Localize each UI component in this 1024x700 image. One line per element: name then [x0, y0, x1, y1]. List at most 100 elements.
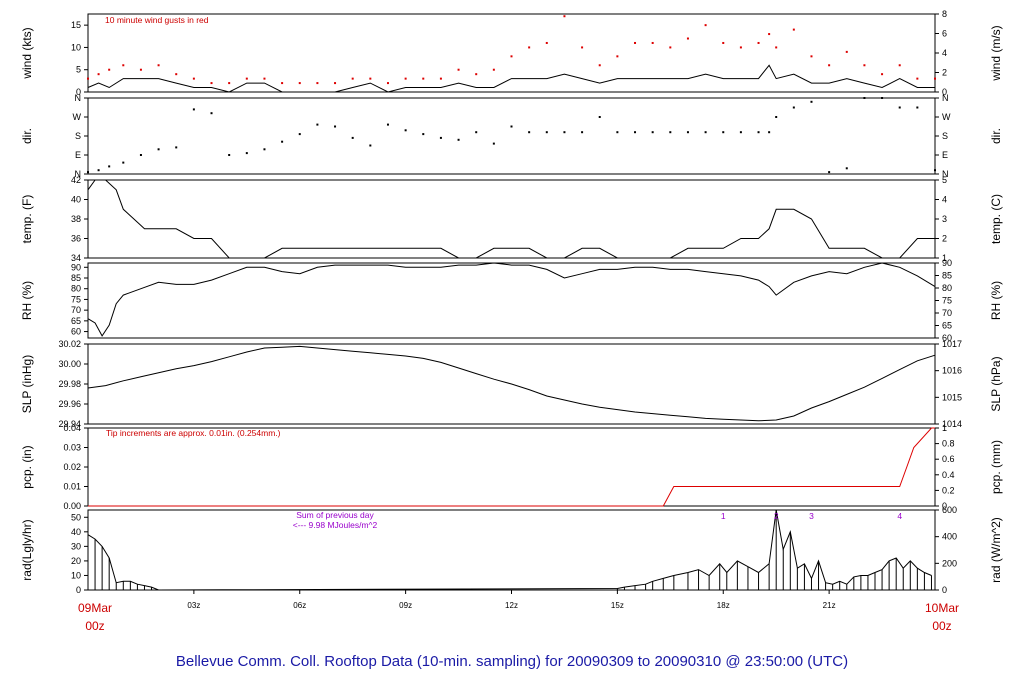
wind-direction-point — [108, 165, 111, 168]
wind-direction-point — [722, 131, 725, 134]
wind-direction-point — [475, 131, 478, 134]
y2-tick-label: 1 — [942, 423, 947, 433]
y2-axis-label: dir. — [989, 128, 1003, 144]
wind-gust-point — [457, 68, 460, 71]
wind-direction-point — [686, 131, 689, 134]
y-tick-label: 60 — [71, 327, 81, 337]
wind-gust-point — [563, 15, 566, 18]
y2-tick-label: 600 — [942, 505, 957, 515]
wind-direction-point — [334, 125, 337, 128]
x-tick-label: 18z — [717, 601, 730, 610]
series-line — [87, 262, 936, 337]
wind-gust-point — [298, 82, 301, 85]
radiation-marker: 2 — [774, 511, 779, 521]
panel-frame — [87, 427, 936, 507]
y2-tick-label: N — [942, 93, 949, 103]
y2-tick-label: 8 — [942, 9, 947, 19]
panel-frame — [87, 509, 936, 591]
y2-axis-label: wind (m/s) — [989, 25, 1003, 81]
wind-gust-point — [916, 77, 919, 80]
panel-frame — [87, 262, 936, 339]
x-tick-label: 15z — [611, 601, 624, 610]
y-tick-label: E — [75, 150, 81, 160]
y2-tick-label: 2 — [942, 234, 947, 244]
x-tick-label: 12z — [505, 601, 518, 610]
y2-tick-label: 2 — [942, 68, 947, 78]
wind-gust-point — [810, 55, 813, 58]
y-tick-label: 0.04 — [63, 423, 81, 433]
wind-gust-note: 10 minute wind gusts in red — [105, 15, 209, 25]
wind-gust-point — [87, 77, 89, 80]
y2-tick-label: E — [942, 150, 948, 160]
wind-direction-point — [528, 131, 531, 134]
wind-direction-point — [934, 169, 936, 172]
wind-gust-point — [757, 41, 760, 44]
wind-gust-point — [792, 28, 795, 31]
wind-direction-point — [404, 129, 407, 132]
wind-direction-point — [845, 167, 848, 170]
y-tick-label: N — [75, 93, 82, 103]
y-tick-label: 30.02 — [58, 339, 81, 349]
wind-gust-point — [845, 50, 848, 53]
y2-tick-label: 1014 — [942, 419, 962, 429]
wind-direction-point — [245, 152, 248, 155]
wind-direction-point — [351, 136, 354, 139]
x-tick-label: 06z — [293, 601, 306, 610]
wind-gust-point — [581, 46, 584, 49]
wind-gust-point — [316, 82, 319, 85]
wind-gust-point — [122, 64, 125, 67]
wind-direction-point — [298, 133, 301, 136]
wind-direction-point — [316, 123, 319, 126]
wind-direction-point — [775, 116, 778, 118]
y2-tick-label: 1016 — [942, 366, 962, 376]
wind-direction-point — [157, 148, 160, 151]
wind-gust-point — [863, 64, 866, 67]
y2-tick-label: 0.4 — [942, 470, 955, 480]
wind-direction-point — [634, 131, 637, 134]
panel-frame — [87, 97, 936, 175]
wind-gust-point — [598, 64, 601, 67]
wind-gust-point — [139, 68, 142, 71]
y2-tick-label: 0.8 — [942, 439, 955, 449]
wind-direction-point — [898, 106, 901, 109]
y-tick-label: 42 — [71, 175, 81, 185]
wind-gust-point — [281, 82, 284, 85]
wind-gust-point — [228, 82, 231, 85]
y2-tick-label: W — [942, 112, 951, 122]
wind-direction-point — [139, 154, 142, 156]
wind-direction-point — [510, 125, 513, 128]
y-tick-label: 29.98 — [58, 379, 81, 389]
y-tick-label: 40 — [71, 195, 81, 205]
y-tick-label: 40 — [71, 527, 81, 537]
y-tick-label: W — [73, 112, 82, 122]
wind-gust-point — [775, 46, 778, 49]
radiation-line — [87, 509, 932, 591]
y2-axis-label: pcp. (mm) — [989, 440, 1003, 494]
panel-6: rad(Lgly/hr) rad (W/m^2) 0 10 20 30 40 50 0 200 40… — [20, 505, 1003, 595]
x-end-time: 00z — [932, 619, 951, 633]
y2-tick-label: 70 — [942, 308, 952, 318]
x-axis: 03z 06z 09z 12z 15z 18z 21z 09Mar 00z 10Mar 00z — [78, 590, 959, 633]
y-tick-label: 0.01 — [63, 482, 81, 492]
wind-direction-point — [439, 136, 442, 139]
series-line — [87, 345, 936, 422]
y-axis-label: temp. (F) — [20, 195, 34, 244]
wind-direction-point — [651, 131, 654, 134]
y-axis-label: wind (kts) — [20, 27, 34, 79]
y2-tick-label: 60 — [942, 333, 952, 343]
wind-direction-point — [863, 97, 866, 99]
y2-tick-label: 6 — [942, 29, 947, 39]
wind-direction-point — [492, 142, 495, 145]
wind-gust-point — [475, 73, 478, 76]
wind-gust-point — [439, 77, 442, 80]
wind-gust-point — [898, 64, 901, 67]
y-axis-label: rad(Lgly/hr) — [20, 519, 34, 580]
y2-tick-label: 4 — [942, 48, 947, 58]
wind-gust-point — [351, 77, 354, 80]
y2-tick-label: 0 — [942, 501, 947, 511]
wind-direction-point — [598, 116, 601, 118]
wind-direction-point — [87, 171, 89, 174]
wind-gust-point — [704, 24, 707, 27]
